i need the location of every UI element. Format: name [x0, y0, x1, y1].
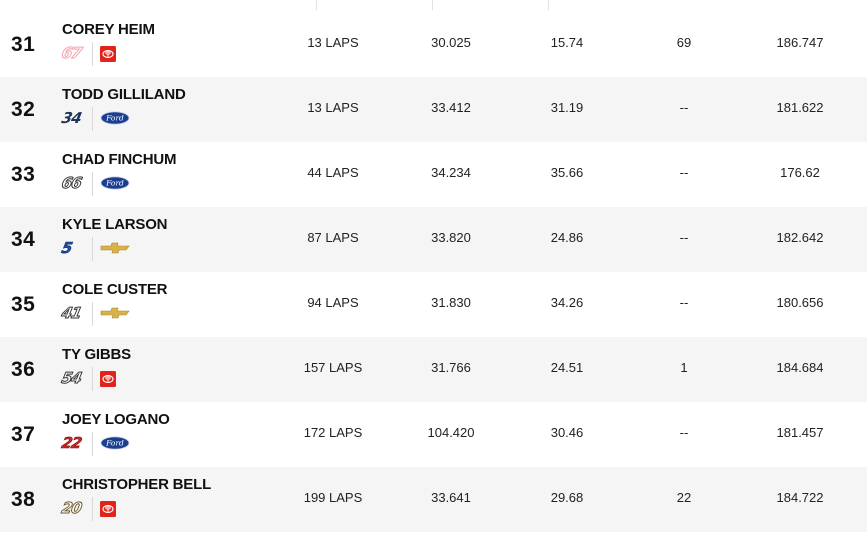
best-time-cell: 33.641 — [431, 490, 471, 505]
avg-position-cell: 31.19 — [550, 100, 584, 115]
car-number: 20 — [60, 499, 84, 518]
avg-position-cell: 34.26 — [550, 295, 584, 310]
car-number: 22 — [60, 434, 83, 453]
laps-cell: 94 LAPS — [307, 295, 359, 310]
avg-position-cell: 15.74 — [550, 35, 584, 50]
divider — [92, 237, 93, 261]
car-number: 67 — [60, 44, 84, 63]
laps-cell: 87 LAPS — [307, 230, 359, 245]
divider — [92, 497, 93, 521]
toyota-icon — [100, 501, 120, 517]
laps-led-cell: -- — [679, 425, 689, 440]
divider — [92, 432, 93, 456]
laps-cell: 157 LAPS — [303, 360, 363, 375]
chevrolet-icon — [100, 306, 130, 322]
svg-text:Ford: Ford — [105, 114, 124, 123]
position: 37 — [11, 423, 36, 446]
best-time-cell: 33.412 — [431, 100, 471, 115]
best-time-cell: 31.830 — [431, 295, 471, 310]
avg-position-cell: 30.46 — [550, 425, 584, 440]
driver-name[interactable]: CHRISTOPHER BELL — [62, 476, 212, 493]
driver-name[interactable]: KYLE LARSON — [62, 216, 168, 233]
car-number: 54 — [60, 369, 84, 388]
divider — [92, 107, 93, 131]
table-row[interactable]: 32 TODD GILLILAND 34 Ford 13 LAPS 33.412 31.19… — [0, 77, 867, 142]
best-time-cell: 34.234 — [431, 165, 471, 180]
avg-position-cell: 24.51 — [550, 360, 584, 375]
avg-position-cell: 24.86 — [550, 230, 584, 245]
chevrolet-icon — [100, 241, 130, 257]
speed-cell: 180.656 — [776, 295, 824, 310]
avg-position-cell: 29.68 — [550, 490, 584, 505]
divider — [92, 42, 93, 66]
svg-text:Ford: Ford — [105, 179, 124, 188]
laps-led-cell: 1 — [680, 360, 688, 375]
best-time-cell: 30.025 — [431, 35, 471, 50]
position: 38 — [11, 488, 36, 511]
table-row[interactable]: 33 CHAD FINCHUM 66 Ford 44 LAPS 34.234 35.66 --… — [0, 142, 867, 207]
driver-name[interactable]: COREY HEIM — [62, 21, 155, 38]
divider — [92, 367, 93, 391]
driver-name[interactable]: TODD GILLILAND — [62, 86, 186, 103]
table-row[interactable]: 36 TY GIBBS 54 157 LAPS 31.766 24.51 1 184.684 — [0, 337, 867, 402]
ford-icon: Ford — [100, 111, 130, 127]
laps-led-cell: -- — [679, 100, 689, 115]
car-number: 66 — [60, 174, 84, 193]
toyota-icon — [100, 46, 120, 62]
car-number: 5 — [60, 239, 74, 258]
position: 32 — [11, 98, 36, 121]
speed-cell: 181.457 — [776, 425, 824, 440]
speed-cell: 182.642 — [776, 230, 824, 245]
toyota-icon — [100, 371, 120, 387]
position: 36 — [11, 358, 36, 381]
driver-name[interactable]: COLE CUSTER — [62, 281, 168, 298]
best-time-cell: 31.766 — [431, 360, 471, 375]
speed-cell: 186.747 — [776, 35, 824, 50]
laps-cell: 13 LAPS — [307, 35, 359, 50]
laps-cell: 199 LAPS — [303, 490, 363, 505]
laps-cell: 172 LAPS — [303, 425, 363, 440]
table-row[interactable]: 35 COLE CUSTER 41 94 LAPS 31.830 34.26 -- 180.6… — [0, 272, 867, 337]
laps-led-cell: 22 — [676, 490, 692, 505]
car-number: 34 — [60, 109, 83, 127]
driver-name[interactable]: JOEY LOGANO — [62, 411, 170, 428]
laps-cell: 13 LAPS — [307, 100, 359, 115]
position: 31 — [11, 33, 36, 56]
ford-icon: Ford — [100, 436, 130, 452]
laps-led-cell: -- — [679, 165, 689, 180]
speed-cell: 176.62 — [780, 165, 820, 180]
speed-cell: 181.622 — [776, 100, 824, 115]
position: 34 — [11, 228, 36, 251]
laps-led-cell: -- — [679, 230, 689, 245]
divider — [92, 172, 93, 196]
driver-name[interactable]: TY GIBBS — [62, 346, 131, 363]
table-row[interactable]: 31 COREY HEIM 67 13 LAPS 30.025 15.74 69 186.74… — [0, 12, 867, 77]
laps-led-cell: -- — [679, 295, 689, 310]
laps-led-cell: 69 — [676, 35, 692, 50]
avg-position-cell: 35.66 — [550, 165, 584, 180]
table-row[interactable]: 34 KYLE LARSON 5 87 LAPS 33.820 24.86 -- 182.64… — [0, 207, 867, 272]
table-top-edge — [0, 0, 867, 12]
driver-name[interactable]: CHAD FINCHUM — [62, 151, 177, 168]
position: 35 — [11, 293, 36, 316]
best-time-cell: 33.820 — [431, 230, 471, 245]
speed-cell: 184.684 — [776, 360, 824, 375]
best-time-cell: 104.420 — [427, 425, 475, 440]
divider — [92, 302, 93, 326]
svg-text:Ford: Ford — [105, 439, 124, 448]
ford-icon: Ford — [100, 176, 130, 192]
laps-cell: 44 LAPS — [307, 165, 359, 180]
position: 33 — [11, 163, 36, 186]
table-row[interactable]: 37 JOEY LOGANO 22 Ford 172 LAPS 104.420 30.46 -… — [0, 402, 867, 467]
table-row[interactable]: 38 CHRISTOPHER BELL 20 199 LAPS 33.641 29.68 2… — [0, 467, 867, 532]
speed-cell: 184.722 — [776, 490, 824, 505]
car-number: 41 — [60, 304, 84, 323]
